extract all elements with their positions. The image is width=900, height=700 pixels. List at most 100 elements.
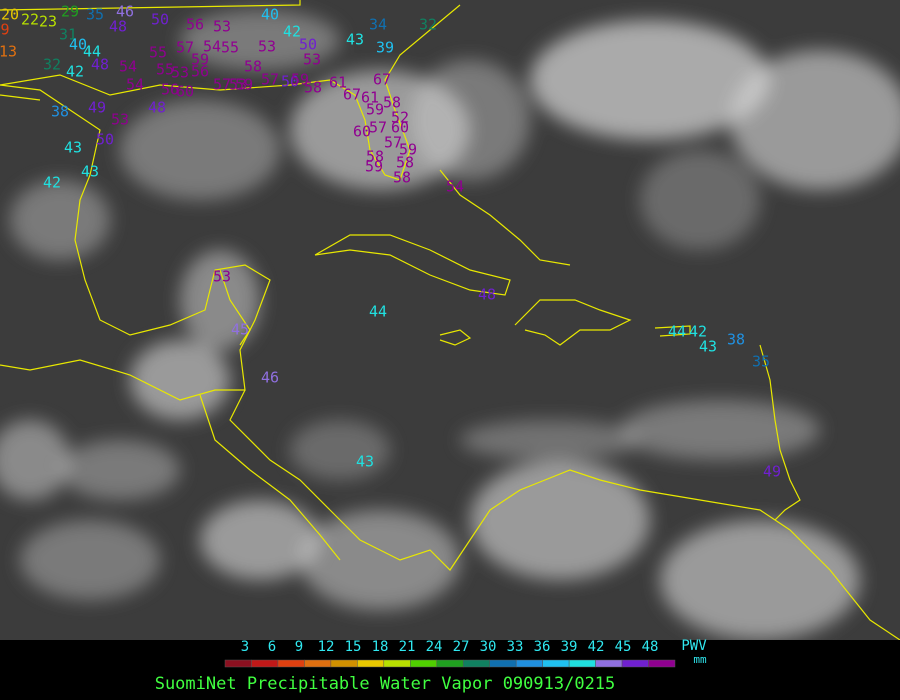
station-value: 32	[419, 16, 437, 34]
station-value: 55	[221, 39, 239, 57]
cloud	[180, 10, 340, 70]
station-value: 42	[43, 174, 61, 192]
cloud	[660, 520, 860, 640]
cloud	[620, 400, 820, 460]
colorbar-tick-label: 21	[399, 639, 416, 655]
colorbar-tick-label: 42	[588, 639, 605, 655]
station-value: 50	[96, 131, 114, 149]
station-value: 43	[346, 31, 364, 49]
colorbar-tick-label: 3	[241, 639, 249, 655]
colorbar-segment	[277, 659, 305, 668]
station-value: 59	[235, 76, 253, 94]
station-value: 44	[83, 43, 101, 61]
colorbar-segment	[515, 659, 543, 668]
colorbar-tick-label: 30	[480, 639, 497, 655]
colorbar-tick-label: 18	[372, 639, 389, 655]
station-value: 59	[191, 51, 209, 69]
station-value: 45	[231, 321, 249, 339]
colorbar-segment	[383, 659, 411, 668]
colorbar-segment	[357, 659, 385, 668]
station-value: 57	[369, 119, 387, 137]
colorbar-tick-label: 12	[318, 639, 335, 655]
station-value: 57	[176, 39, 194, 57]
station-value: 57	[213, 76, 231, 94]
station-value: 44	[668, 323, 686, 341]
colorbar-tick-label: 39	[561, 639, 578, 655]
station-value: 32	[43, 56, 61, 74]
station-value: 39	[376, 39, 394, 57]
cloud	[0, 420, 70, 500]
station-value: 53	[171, 64, 189, 82]
unit-sub-label: mm	[693, 653, 707, 666]
station-value: 31	[59, 26, 77, 44]
station-value: 23	[39, 13, 57, 31]
colorbar-segment	[648, 659, 676, 668]
station-value: 13	[0, 43, 17, 61]
station-value: 56	[191, 63, 209, 81]
station-value: 48	[478, 286, 496, 304]
station-value: 43	[356, 453, 374, 471]
colorbar-segment	[462, 659, 490, 668]
station-value: 54	[126, 76, 144, 94]
station-value: 46	[261, 369, 279, 387]
cloud-layer	[0, 10, 900, 640]
station-value: 57	[261, 71, 279, 89]
cloud	[730, 50, 900, 190]
station-value: 22	[21, 11, 39, 29]
station-value: 38	[727, 331, 745, 349]
station-value: 48	[148, 99, 166, 117]
colorbar-tick-label: 9	[295, 639, 303, 655]
cloud	[290, 420, 390, 480]
station-value: 53	[303, 51, 321, 69]
station-value: 48	[109, 18, 127, 36]
station-value: 42	[689, 323, 707, 341]
colorbar-segment	[330, 659, 358, 668]
cloud	[530, 20, 770, 140]
station-value: 40	[69, 36, 87, 54]
station-value: 35	[86, 6, 104, 24]
station-value: 60	[353, 123, 371, 141]
station-value: 58	[304, 79, 322, 97]
station-value: 60	[176, 83, 194, 101]
colorbar-segment	[542, 659, 570, 668]
cloud	[120, 100, 280, 200]
cloud	[470, 460, 650, 580]
colorbar-segment	[224, 659, 252, 668]
station-value: 40	[261, 6, 279, 24]
colorbar-segment	[568, 659, 596, 668]
cloud	[20, 520, 160, 600]
station-value: 55	[156, 61, 174, 79]
unit-label: PWV	[681, 638, 707, 654]
station-value: 58	[366, 148, 384, 166]
station-value: 52	[391, 109, 409, 127]
station-value: 53	[111, 111, 129, 129]
station-value: 59	[399, 141, 417, 159]
station-value: 35	[752, 353, 770, 371]
station-value: 58	[244, 58, 262, 76]
station-value: 29	[61, 3, 79, 21]
colorbar-tick-label: 36	[534, 639, 551, 655]
colorbar-segment	[621, 659, 649, 668]
station-value: 61	[361, 89, 379, 107]
station-value: 58	[383, 94, 401, 112]
station-value: 55	[149, 44, 167, 62]
colorbar-tick-label: 48	[642, 639, 659, 655]
cloud	[300, 510, 460, 610]
legend-background	[0, 640, 900, 700]
station-value: 54	[446, 178, 464, 196]
colorbar-segment	[595, 659, 623, 668]
station-value: 34	[369, 16, 387, 34]
station-value: 53	[213, 18, 231, 36]
coastlines	[0, 0, 900, 641]
station-value: 50	[299, 36, 317, 54]
station-value: 59	[366, 101, 384, 119]
colorbar-tick-label: 27	[453, 639, 470, 655]
station-value: 20	[1, 6, 19, 24]
colorbar-tick-label: 33	[507, 639, 524, 655]
cloud	[200, 500, 320, 580]
colorbar-segment	[251, 659, 279, 668]
colorbar-tick-label: 45	[615, 639, 632, 655]
station-value: 42	[283, 23, 301, 41]
colorbar-segment	[489, 659, 517, 668]
